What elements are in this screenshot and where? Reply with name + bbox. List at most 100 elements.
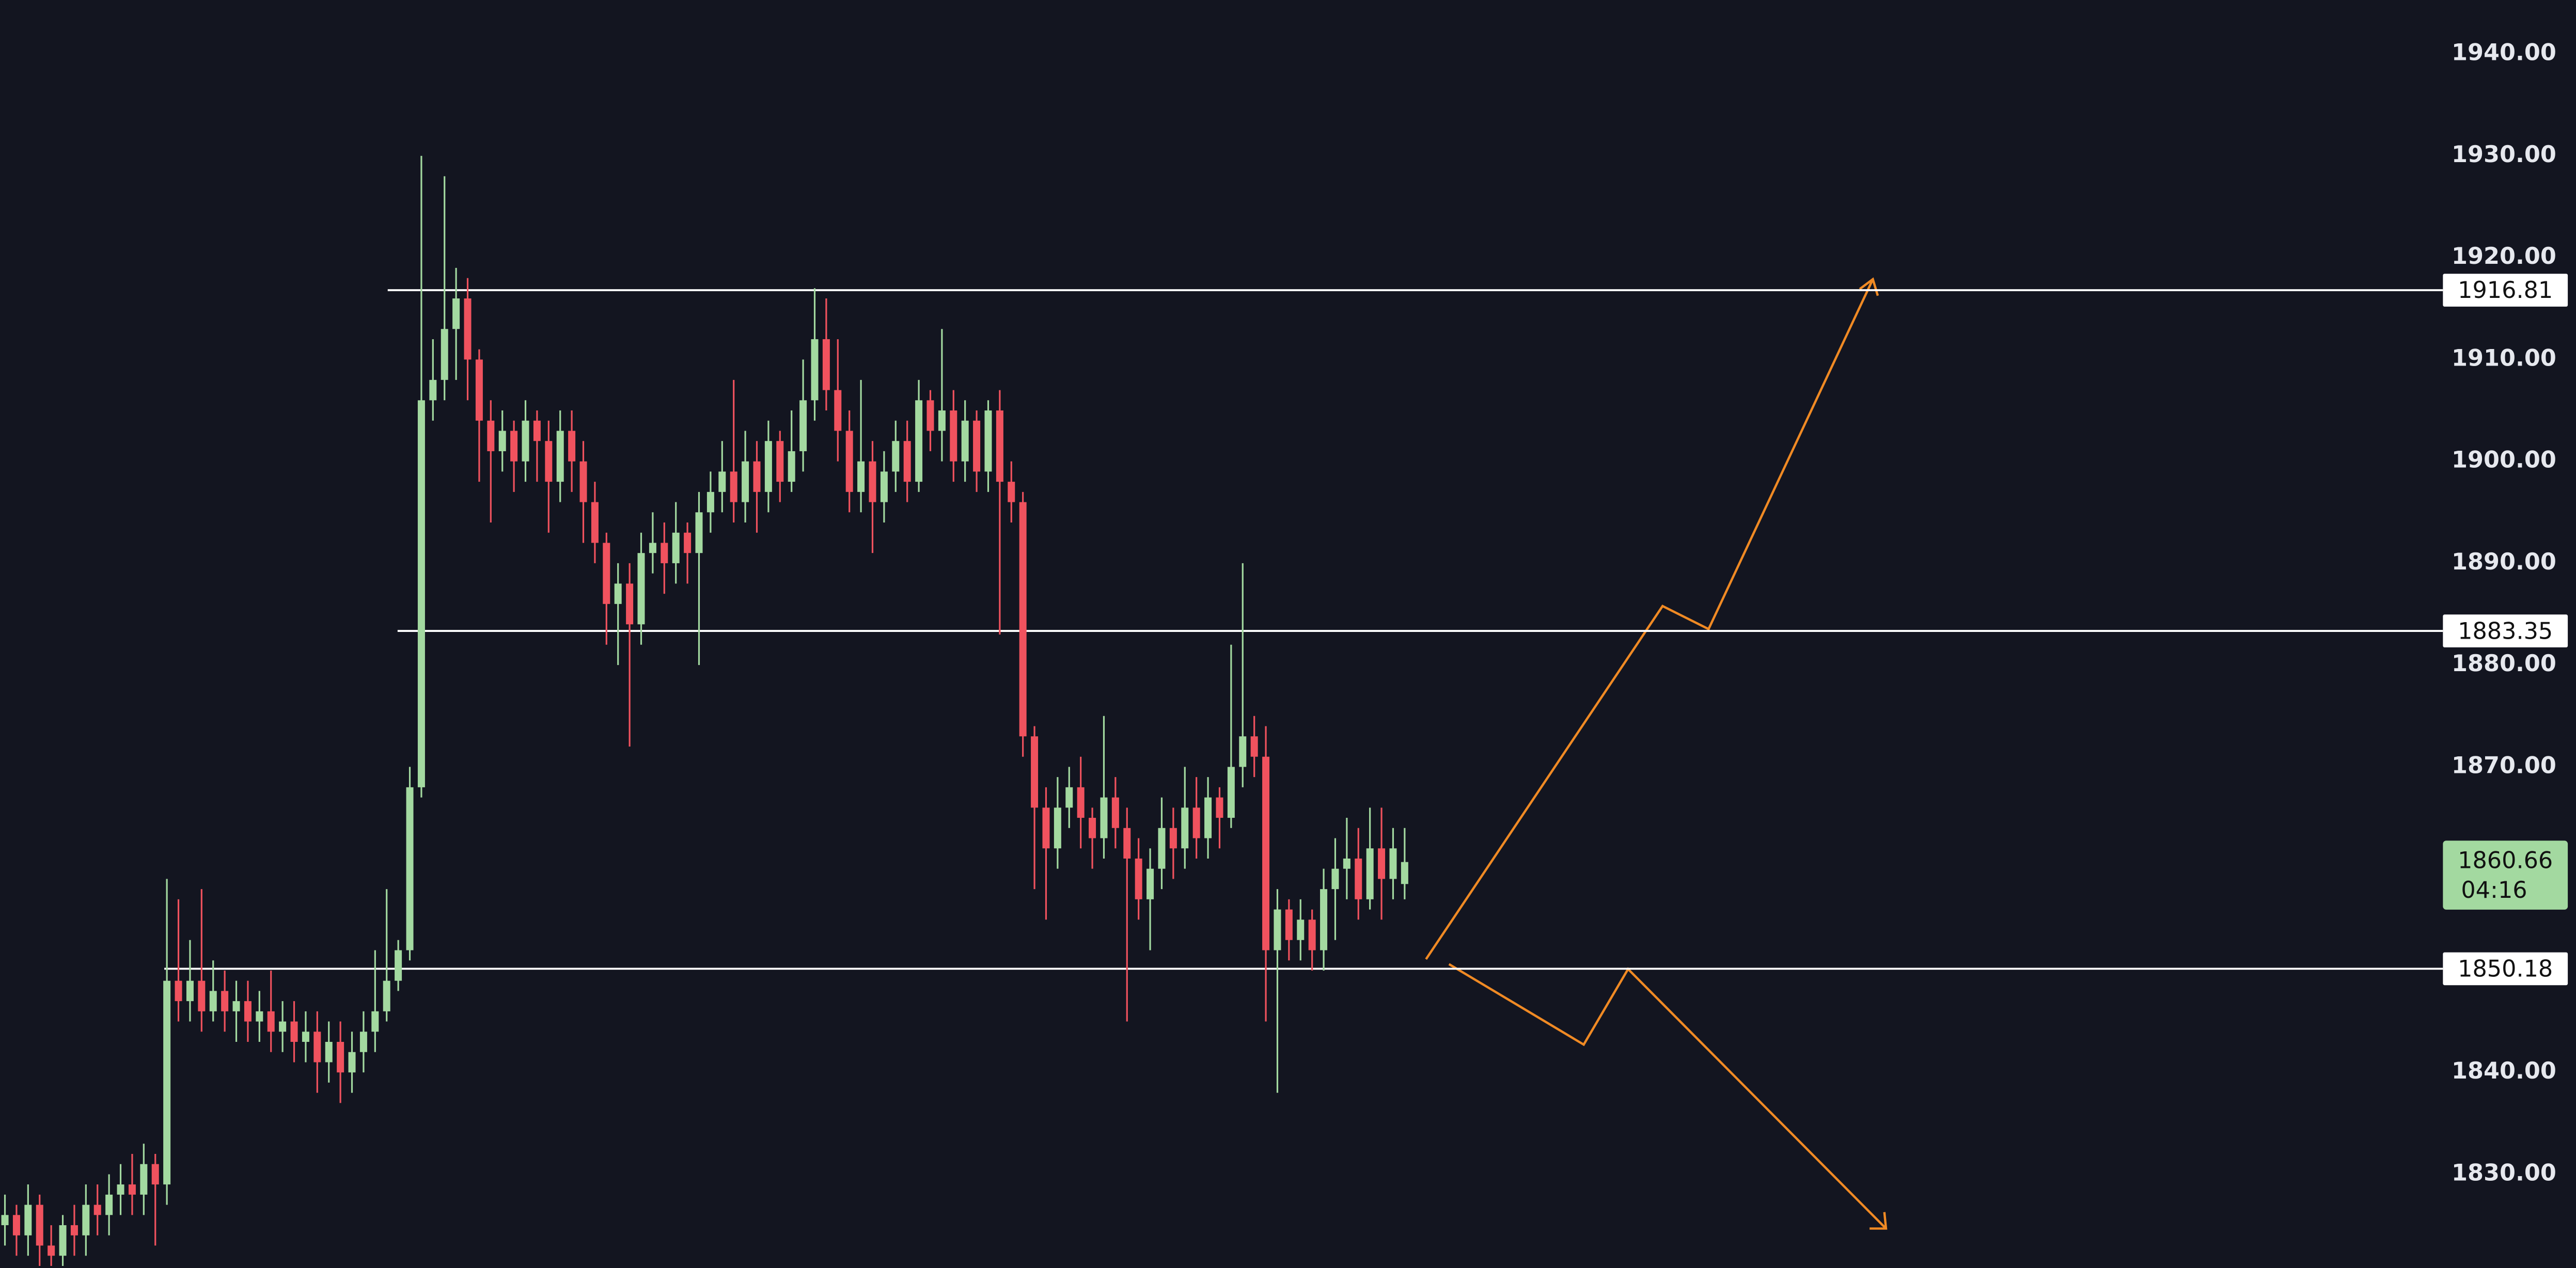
y-tick-label: 1940.00 xyxy=(2452,39,2556,66)
candle-body xyxy=(221,991,229,1011)
candle-body xyxy=(1146,868,1154,899)
level-label-box xyxy=(2443,614,2568,647)
candle-body xyxy=(880,471,888,502)
candle-body xyxy=(24,1204,32,1235)
candle-body xyxy=(776,441,784,482)
candle-body xyxy=(973,420,981,472)
countdown-label: 04:16 xyxy=(2461,877,2527,904)
candle-body xyxy=(834,390,842,431)
bearish-path xyxy=(1448,963,1887,1230)
candle-body xyxy=(267,1011,275,1032)
candle-body xyxy=(337,1042,344,1073)
bullish-path xyxy=(1425,278,1874,960)
candle-body xyxy=(279,1021,287,1032)
candle-body xyxy=(950,410,957,462)
candle-body xyxy=(996,410,1003,482)
y-tick-label: 1880.00 xyxy=(2452,650,2556,677)
current-price-label: 1860.66 xyxy=(2458,847,2553,874)
candle-body xyxy=(395,950,402,981)
candle-body xyxy=(938,410,946,431)
y-tick-label: 1840.00 xyxy=(2452,1057,2556,1084)
candle-body xyxy=(1,1215,9,1226)
candle-body xyxy=(105,1194,113,1215)
candle-body xyxy=(82,1204,90,1235)
candle-body xyxy=(753,461,761,492)
level-label: 1850.18 xyxy=(2458,956,2553,982)
y-tick-label: 1930.00 xyxy=(2452,141,2556,168)
candle-body xyxy=(59,1225,67,1256)
candle-body xyxy=(695,512,703,553)
candle-body xyxy=(614,583,622,604)
candle-body xyxy=(359,1032,367,1052)
candle-body xyxy=(799,400,807,451)
candle-body xyxy=(568,431,576,462)
candle-body xyxy=(1366,848,1374,899)
candle-body xyxy=(845,431,853,492)
candle-body xyxy=(1169,828,1177,849)
candle-body xyxy=(626,583,634,625)
candle-body xyxy=(417,400,425,787)
candle-body xyxy=(522,420,529,462)
candle-body xyxy=(1089,818,1096,838)
candle-body xyxy=(684,532,692,553)
candle-body xyxy=(1274,909,1281,950)
candle-body xyxy=(1389,848,1397,879)
candle-body xyxy=(256,1011,263,1022)
candle-body xyxy=(545,441,553,482)
candle-body xyxy=(510,431,518,462)
candle-body xyxy=(1297,920,1305,940)
candle-body xyxy=(926,400,934,431)
candle-body xyxy=(556,431,564,482)
candle-body xyxy=(1285,909,1293,940)
candle-body xyxy=(209,991,217,1011)
candle-body xyxy=(1262,756,1270,950)
candle-body xyxy=(903,441,911,482)
candle-body xyxy=(1355,858,1362,899)
y-tick-label: 1890.00 xyxy=(2452,548,2556,575)
candle-body xyxy=(93,1204,101,1215)
candle-body xyxy=(672,532,680,563)
candle-body xyxy=(661,543,668,563)
candle-body xyxy=(1111,797,1119,828)
level-label-box xyxy=(2443,952,2568,986)
candle-body xyxy=(1378,848,1386,879)
candle-body xyxy=(869,461,876,502)
candle-body xyxy=(892,441,900,472)
candle-body xyxy=(961,420,969,462)
candle-body xyxy=(383,980,390,1011)
candle-body xyxy=(1216,797,1223,818)
candle-body xyxy=(1250,736,1258,757)
candle-body xyxy=(742,461,749,502)
candle-body xyxy=(788,451,795,482)
candle-body xyxy=(198,980,206,1011)
y-tick-label: 1870.00 xyxy=(2452,752,2556,779)
candle-body xyxy=(429,379,437,401)
candle-body xyxy=(1227,767,1235,818)
y-tick-label: 1830.00 xyxy=(2452,1159,2556,1186)
candle-body xyxy=(579,461,587,502)
candle-body xyxy=(1008,482,1015,502)
y-tick-label: 1910.00 xyxy=(2452,344,2556,371)
candle-body xyxy=(140,1164,148,1195)
candle-body xyxy=(70,1225,78,1235)
candle-body xyxy=(1158,828,1166,869)
candle-body xyxy=(1077,787,1085,818)
candle-body xyxy=(1054,807,1061,849)
candle-body xyxy=(452,298,460,329)
candle-body xyxy=(498,431,506,451)
level-label: 1883.35 xyxy=(2458,617,2553,644)
candle-body xyxy=(1100,797,1108,838)
candle-body xyxy=(441,329,448,380)
candle-body xyxy=(1123,828,1131,859)
candle-body xyxy=(1308,920,1316,950)
candle-body xyxy=(232,1001,240,1011)
candle-body xyxy=(1401,862,1408,884)
candle-body xyxy=(1331,868,1339,890)
candle-body xyxy=(637,553,645,625)
candle-body xyxy=(244,1001,252,1022)
candle-body xyxy=(151,1164,159,1185)
candle-body xyxy=(464,298,472,360)
candle-body xyxy=(706,492,714,513)
candle-body xyxy=(475,359,483,421)
